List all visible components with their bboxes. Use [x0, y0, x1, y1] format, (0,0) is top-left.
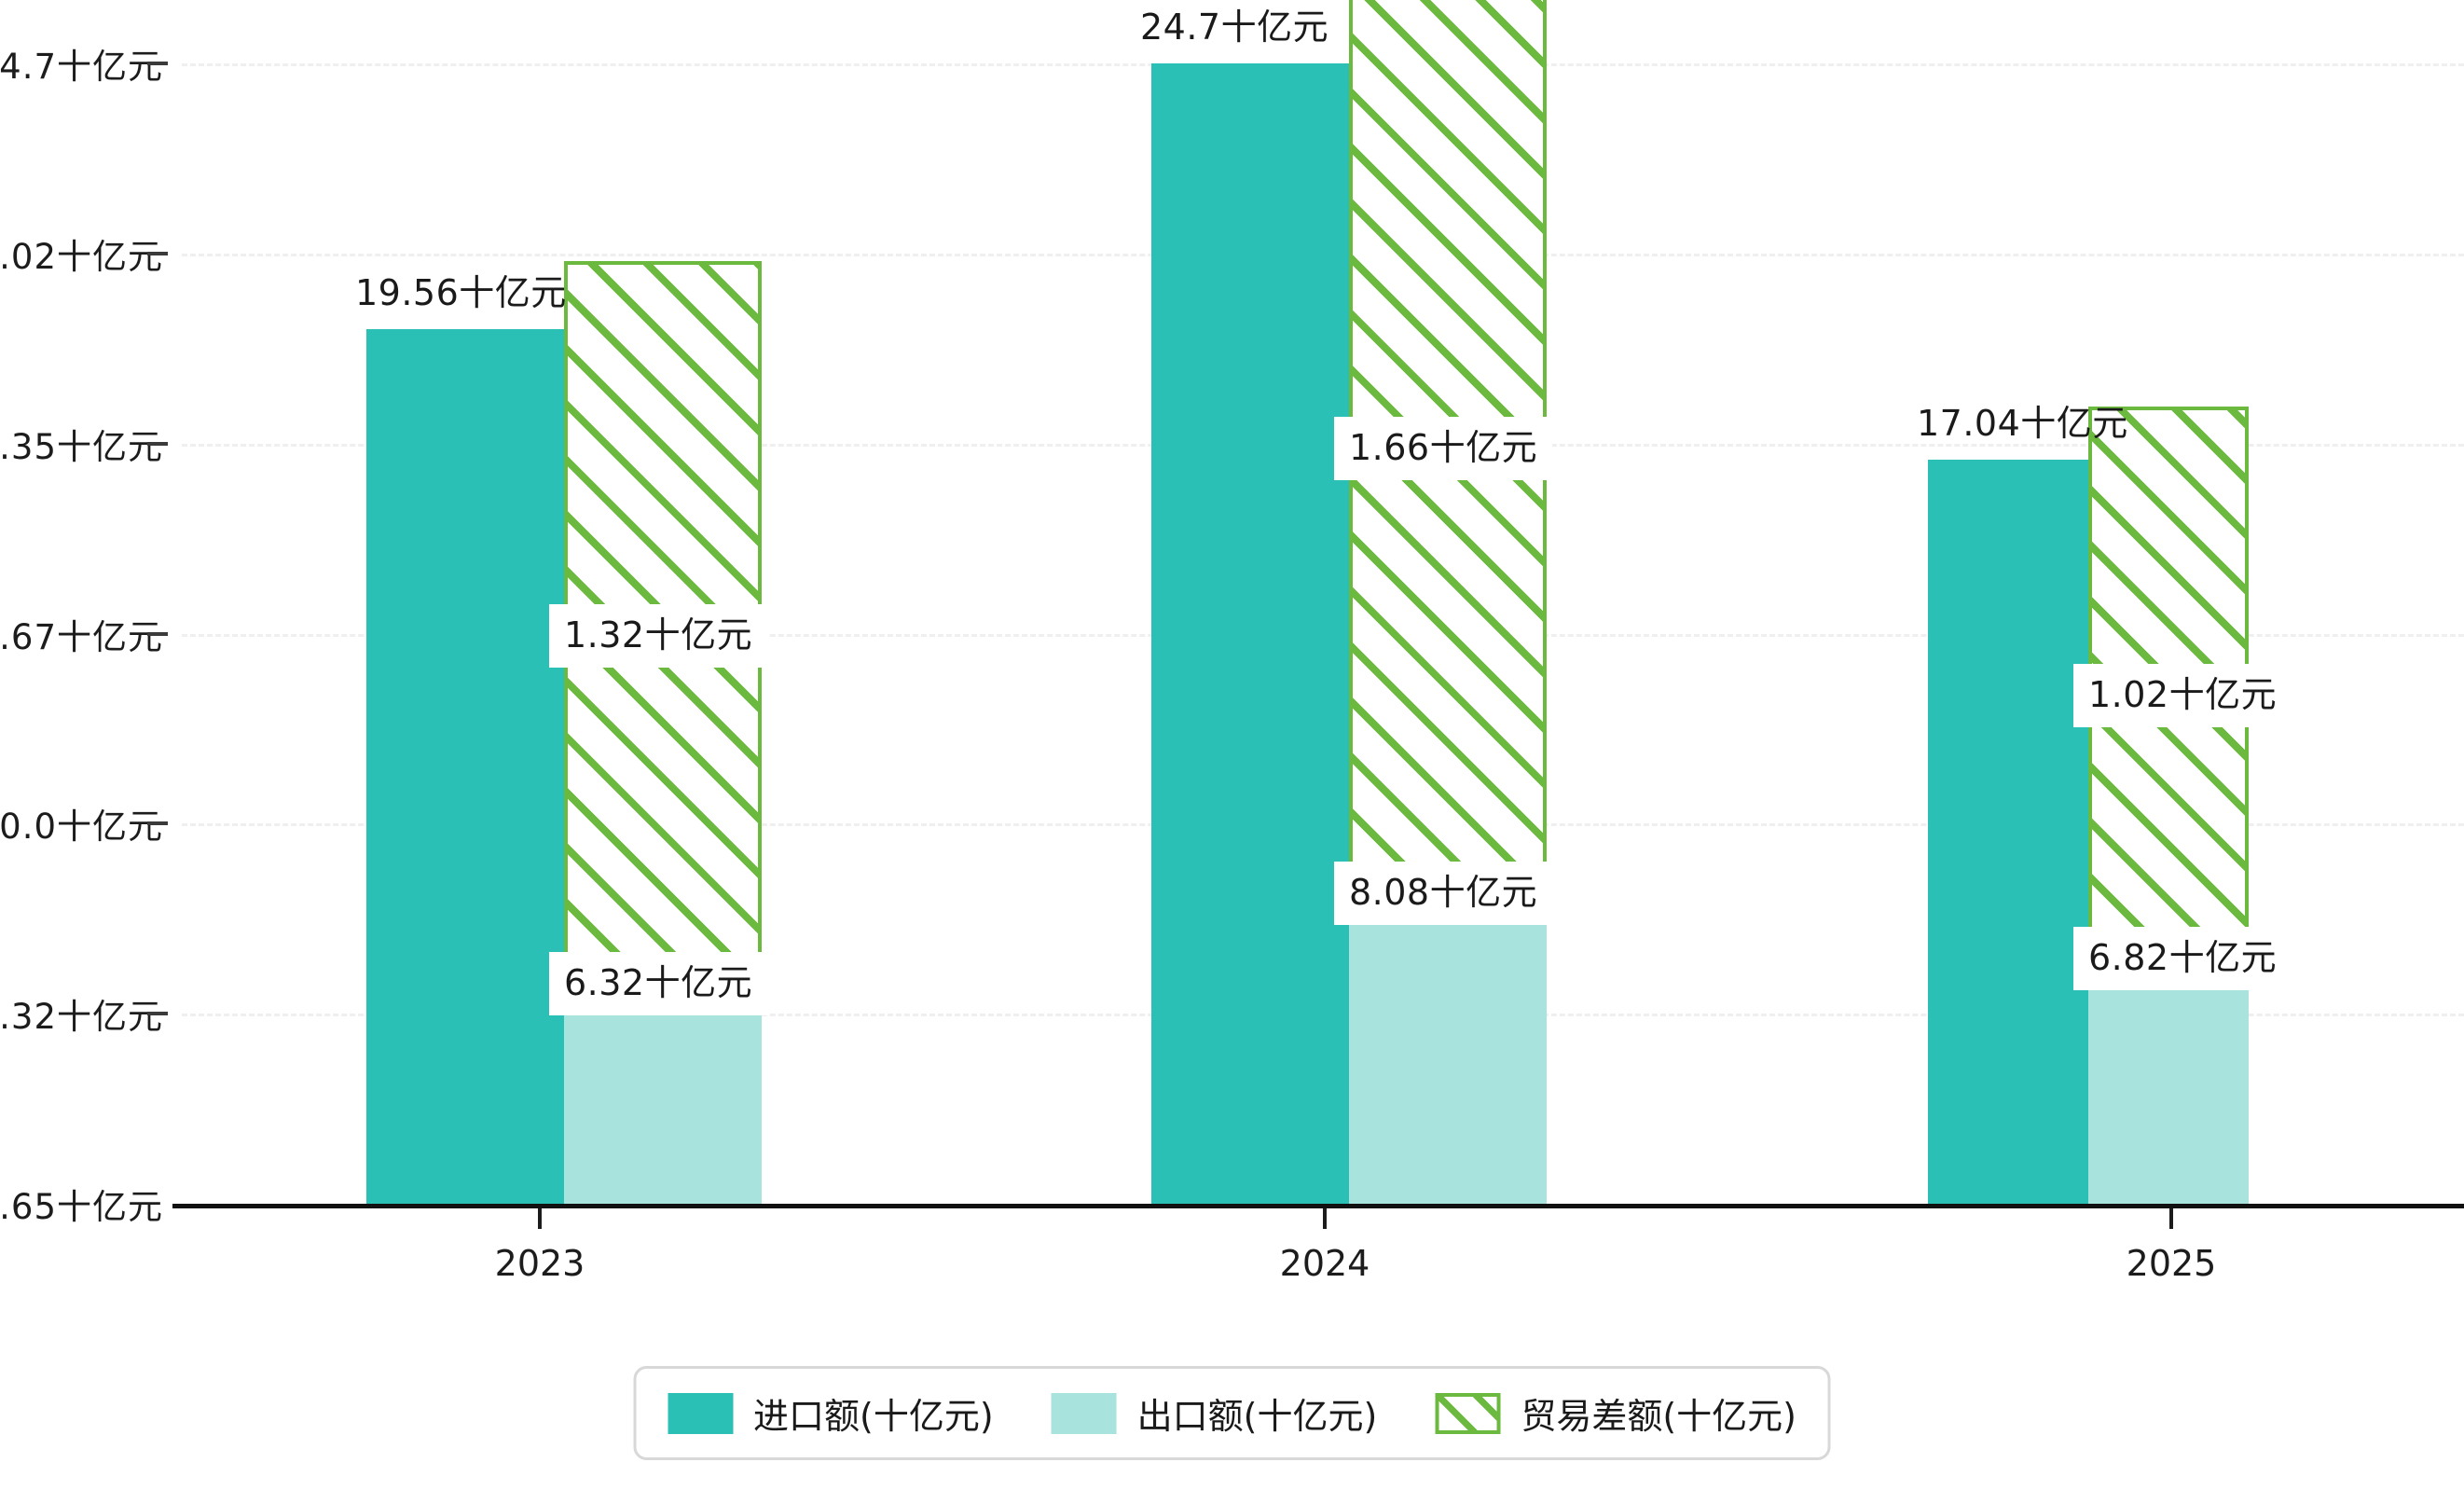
legend-item-import[interactable]: 进口额(十亿元) — [668, 1387, 994, 1439]
legend-label: 贸易差额(十亿元) — [1521, 1396, 1796, 1437]
data-label-export-2025: 6.82十亿元 — [2073, 926, 2292, 990]
y-axis-tick-label: 21.02十亿元 — [0, 237, 163, 278]
y-axis-tick-mark — [147, 1012, 168, 1016]
diff-swatch — [1435, 1392, 1501, 1434]
bar-import-2023[interactable] — [366, 329, 564, 1204]
x-axis-label-2025: 2025 — [2126, 1243, 2217, 1284]
y-axis-tick-mark — [147, 252, 168, 256]
bar-import-2025[interactable] — [1928, 459, 2088, 1204]
legend-item-export[interactable]: 出口额(十亿元) — [1051, 1387, 1378, 1439]
bar-export-2025[interactable] — [2088, 987, 2249, 1204]
bar-import-2024[interactable] — [1151, 63, 1349, 1204]
legend-label: 出口额(十亿元) — [1136, 1396, 1378, 1437]
data-label-import-2025: 17.04十亿元 — [1917, 402, 2128, 444]
data-label-export-2024: 8.08十亿元 — [1334, 861, 1553, 925]
plot-area: 24.7十亿元 21.02十亿元 17.35十亿元 13.67十亿元 10.0十亿元 6.… — [0, 0, 2464, 1284]
bar-export-2023[interactable] — [564, 1014, 762, 1204]
x-axis-label-2024: 2024 — [1279, 1243, 1370, 1284]
bar-export-2024[interactable] — [1349, 922, 1547, 1204]
y-axis-tick-mark — [147, 631, 168, 636]
chart-legend[interactable]: 进口额(十亿元) 出口额(十亿元) 贸易差额(十亿元) — [633, 1366, 1831, 1460]
y-axis-tick-label: 10.0十亿元 — [0, 807, 163, 848]
export-swatch — [1051, 1392, 1117, 1434]
data-label-trade-balance-2025: 1.02十亿元 — [2073, 663, 2292, 727]
x-axis-label-2023: 2023 — [494, 1243, 585, 1284]
x-axis-line — [172, 1204, 2464, 1208]
import-swatch — [668, 1392, 734, 1434]
y-axis-tick-label: 17.35十亿元 — [0, 426, 163, 467]
y-axis-tick-label: 24.7十亿元 — [0, 47, 163, 87]
y-axis-tick-label: 6.32十亿元 — [0, 997, 163, 1038]
data-label-export-2023: 6.32十亿元 — [549, 952, 768, 1016]
data-label-import-2024: 24.7十亿元 — [1140, 7, 1329, 48]
data-label-import-2023: 19.56十亿元 — [355, 272, 567, 314]
x-axis-tick-2024 — [1323, 1208, 1327, 1229]
data-label-trade-balance-2023: 1.32十亿元 — [549, 603, 768, 668]
y-axis-tick-mark — [147, 821, 168, 826]
y-axis-tick-label: 13.67十亿元 — [0, 616, 163, 657]
x-axis-tick-2023 — [538, 1208, 542, 1229]
y-axis-tick-label: 2.65十亿元 — [0, 1187, 163, 1227]
legend-item-trade-balance[interactable]: 贸易差额(十亿元) — [1435, 1387, 1796, 1439]
data-label-trade-balance-2024: 1.66十亿元 — [1334, 416, 1553, 480]
y-axis-tick-mark — [147, 62, 168, 65]
legend-label: 进口额(十亿元) — [753, 1396, 994, 1437]
x-axis-tick-2025 — [2169, 1208, 2173, 1229]
y-axis-tick-mark — [147, 441, 168, 446]
